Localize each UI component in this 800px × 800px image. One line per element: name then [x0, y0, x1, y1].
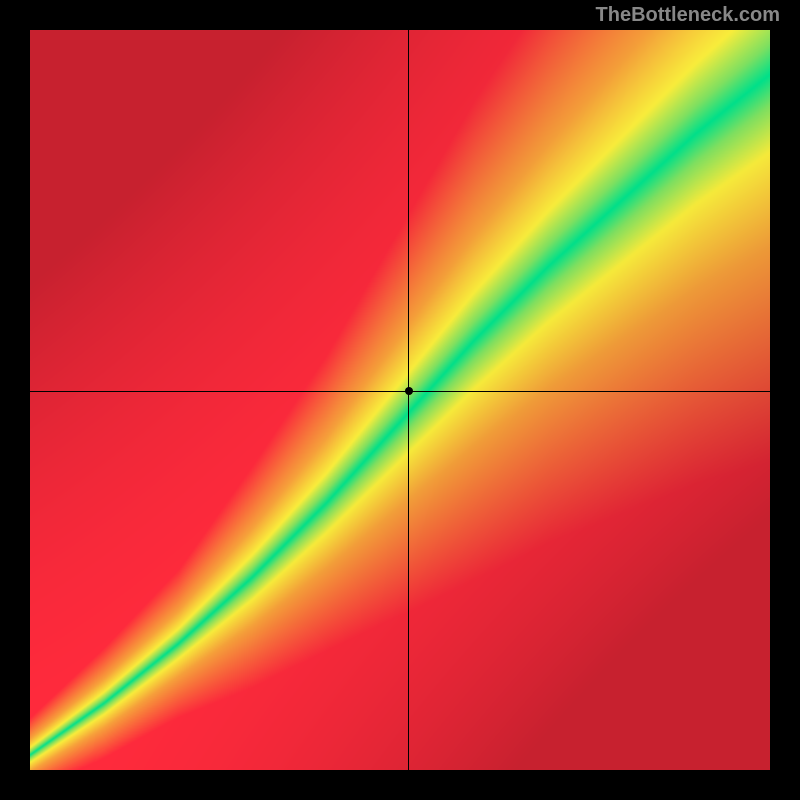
- crosshair-vertical: [408, 30, 409, 770]
- bottleneck-heatmap: [30, 30, 770, 770]
- crosshair-horizontal: [30, 391, 770, 392]
- heatmap-frame: [30, 30, 770, 770]
- crosshair-marker: [405, 387, 413, 395]
- watermark-text: TheBottleneck.com: [596, 4, 780, 27]
